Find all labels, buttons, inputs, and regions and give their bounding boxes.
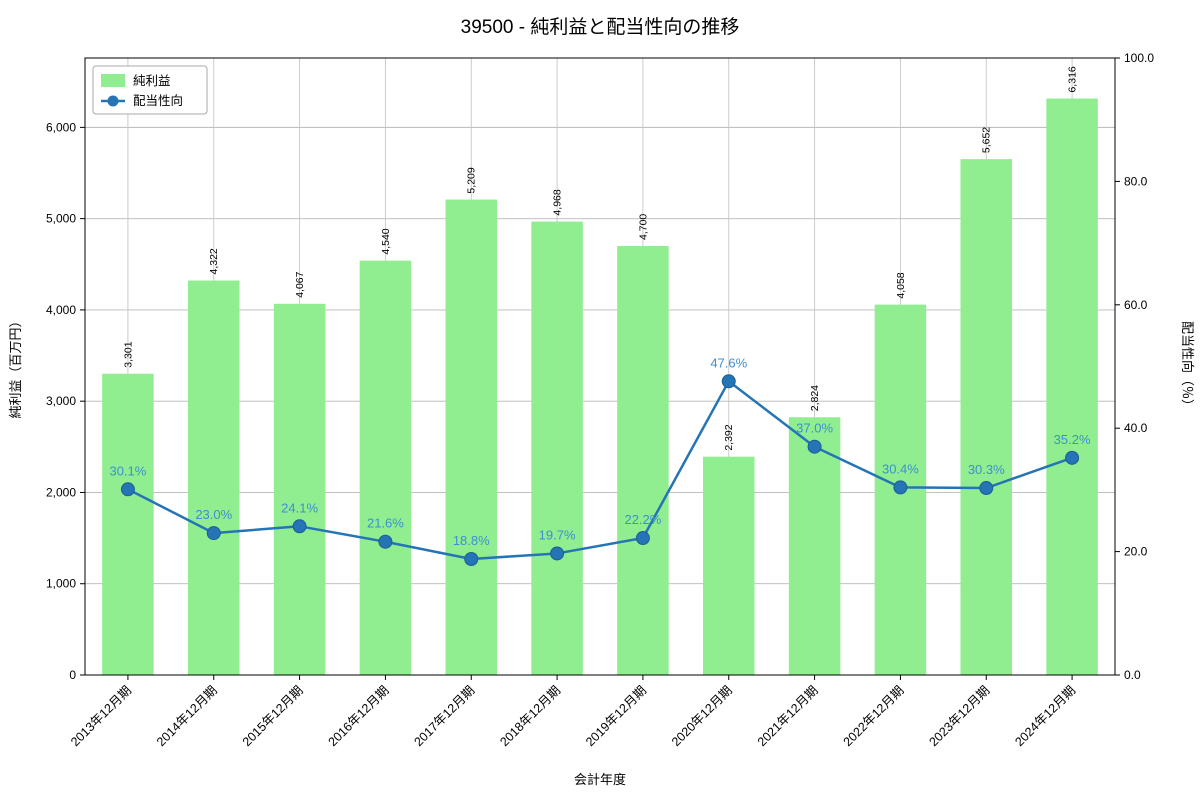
chart-title: 39500 - 純利益と配当性向の推移 — [460, 17, 740, 38]
x-tick-label: 2016年12月期 — [326, 683, 392, 749]
line-marker — [893, 480, 908, 495]
line-marker — [1065, 450, 1080, 465]
y-right-tick-label: 20.0 — [1124, 545, 1148, 559]
bar-value-label: 6,316 — [1067, 66, 1079, 92]
payout-value-label: 30.3% — [968, 462, 1005, 477]
x-tick-label: 2014年12月期 — [154, 683, 220, 749]
bar — [102, 373, 154, 675]
y-right-tick-label: 60.0 — [1124, 298, 1148, 312]
bar-value-label: 4,700 — [637, 214, 649, 240]
line-marker — [635, 531, 650, 546]
y-right-tick-label: 80.0 — [1124, 174, 1148, 188]
y-left-tick-label: 0 — [69, 668, 76, 682]
line-marker — [550, 546, 565, 561]
bar — [359, 260, 412, 675]
payout-value-label: 30.1% — [109, 463, 146, 478]
payout-line — [127, 380, 1073, 561]
plot-border — [84, 57, 1116, 676]
bar — [273, 303, 326, 675]
bar-value-label: 4,968 — [552, 189, 564, 215]
x-tick-label: 2019年12月期 — [583, 683, 649, 749]
x-tick-label: 2024年12月期 — [1012, 683, 1078, 749]
y-left-tick-label: 3,000 — [46, 394, 76, 408]
bar-value-label: 5,209 — [466, 167, 478, 193]
bar — [960, 159, 1012, 676]
bar-value-label: 4,058 — [895, 272, 907, 298]
legend-marker — [107, 95, 119, 107]
bar — [703, 456, 755, 675]
y-right-axis-title: 配当性向（％） — [1180, 321, 1195, 412]
x-tick-label: 2022年12月期 — [841, 683, 907, 749]
bar — [445, 199, 497, 675]
bar-value-label: 5,652 — [981, 127, 993, 153]
bar — [188, 280, 240, 675]
payout-value-label: 47.6% — [710, 355, 747, 370]
y-right-tick-label: 40.0 — [1124, 421, 1148, 435]
payout-value-label: 24.1% — [281, 500, 318, 515]
line-marker — [464, 552, 479, 567]
bar-value-label: 2,392 — [723, 424, 735, 450]
legend-swatch-bar — [101, 74, 125, 87]
bar-value-label: 3,301 — [122, 341, 134, 367]
y-left-tick-label: 2,000 — [46, 485, 76, 499]
y-left-tick-label: 4,000 — [46, 303, 76, 317]
y-right-tick-label: 100.0 — [1124, 51, 1154, 65]
payout-value-label: 35.2% — [1054, 432, 1091, 447]
line-marker — [721, 374, 736, 389]
y-left-axis-title: 純利益（百万円） — [8, 314, 23, 418]
y-left-tick-label: 1,000 — [46, 577, 76, 591]
line-marker — [206, 526, 221, 541]
line-marker — [807, 439, 822, 454]
payout-value-label: 19.7% — [539, 527, 576, 542]
line-marker — [378, 534, 393, 549]
bar — [617, 246, 669, 676]
x-tick-label: 2020年12月期 — [669, 683, 735, 749]
line-marker — [120, 482, 135, 497]
legend-label-line: 配当性向 — [133, 93, 183, 108]
y-right-tick-label: 0.0 — [1124, 668, 1141, 682]
payout-value-label: 37.0% — [796, 421, 833, 436]
bar — [1046, 98, 1098, 676]
x-axis-title: 会計年度 — [574, 772, 626, 787]
payout-value-label: 21.6% — [367, 516, 404, 531]
x-tick-label: 2013年12月期 — [68, 683, 134, 749]
x-tick-label: 2018年12月期 — [497, 683, 563, 749]
payout-value-label: 23.0% — [195, 507, 232, 522]
line-marker — [979, 481, 994, 496]
bar-value-label: 2,824 — [809, 385, 821, 411]
legend-label-bar: 純利益 — [133, 74, 171, 88]
bar-value-label: 4,067 — [294, 271, 306, 297]
bar-value-label: 4,540 — [380, 228, 392, 254]
y-left-tick-label: 6,000 — [46, 120, 76, 134]
x-tick-label: 2017年12月期 — [411, 683, 477, 749]
bar — [788, 417, 841, 675]
line-marker — [292, 519, 307, 534]
bar — [531, 221, 583, 676]
x-tick-label: 2021年12月期 — [755, 683, 821, 749]
payout-value-label: 18.8% — [453, 533, 490, 548]
x-tick-label: 2023年12月期 — [926, 683, 992, 749]
payout-value-label: 22.2% — [624, 512, 661, 527]
bar-value-label: 4,322 — [208, 248, 220, 274]
y-left-tick-label: 5,000 — [46, 212, 76, 226]
payout-value-label: 30.4% — [882, 461, 919, 476]
x-tick-label: 2015年12月期 — [240, 683, 306, 749]
